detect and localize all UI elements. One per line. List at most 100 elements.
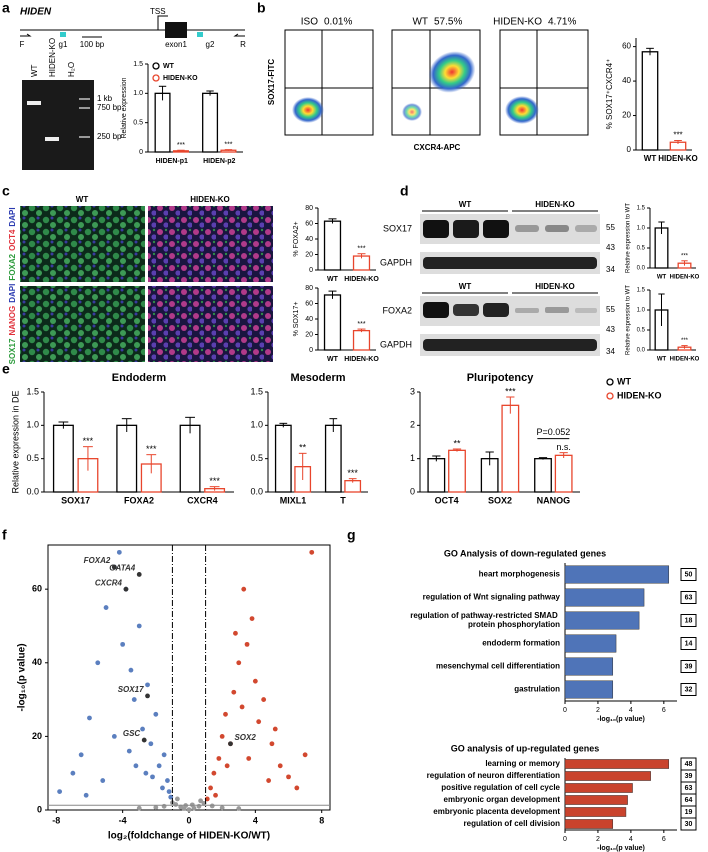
point	[309, 549, 315, 555]
y-tick-label: 0.5	[637, 328, 646, 334]
gene-label: CXCR4	[95, 578, 123, 587]
band	[545, 225, 569, 232]
point	[83, 792, 89, 798]
point	[286, 774, 291, 780]
bar	[564, 783, 633, 793]
band-label: GAPDH	[380, 257, 412, 267]
gene-label: GSC	[123, 729, 141, 738]
x-tick-label: 4	[629, 836, 633, 843]
gene-diagram: HIDEN TSS exon1 g1 g2 100 bp F R	[20, 7, 247, 49]
bar	[564, 588, 645, 607]
significance: ***	[673, 131, 682, 140]
x-tick-label: 6	[662, 707, 666, 714]
x-tick-label: WT	[657, 275, 667, 281]
band-label: SOX17	[383, 223, 412, 233]
guide	[197, 32, 203, 37]
count: 63	[685, 785, 693, 792]
y-tick-label: 1.0	[133, 90, 143, 97]
y-tick-label: 20	[305, 331, 313, 338]
x-tick-label: -8	[52, 815, 60, 825]
point	[126, 748, 132, 754]
y-axis-label: Relative expression in DE	[10, 390, 20, 493]
category-label: heart morphogenesis	[479, 570, 561, 579]
x-axis-label: log₂(foldchange of HIDEN-KO/WT)	[108, 831, 270, 842]
lane-label: H₂O	[67, 62, 76, 77]
y-axis-label: -log₁₀(p value)	[17, 643, 28, 711]
x-tick-label: WT	[644, 154, 657, 163]
mw-marker: 34	[606, 265, 615, 274]
stain: NANOG	[8, 306, 17, 336]
x-tick-label: 0	[563, 707, 567, 714]
significance: ***	[177, 142, 185, 149]
point	[219, 805, 225, 811]
point	[133, 763, 139, 769]
flow-y-label: SOX17-FITC	[267, 59, 276, 105]
x-tick-label: WT	[657, 357, 667, 363]
legend-marker	[152, 62, 160, 70]
point	[173, 802, 179, 807]
panel-label: e	[2, 361, 10, 377]
primer-label: F	[20, 40, 25, 49]
point	[198, 798, 204, 804]
flow-plot: WT 57.5%	[391, 17, 481, 136]
point	[100, 778, 106, 783]
bar	[564, 565, 670, 584]
flow-x-label: CXCR4-APC	[414, 143, 461, 152]
band	[453, 220, 479, 238]
flow-label: WT	[412, 17, 428, 28]
point	[87, 715, 92, 721]
significance: **	[299, 443, 307, 453]
y-tick-label: 40	[305, 236, 313, 243]
bar	[274, 424, 292, 493]
gel-band	[27, 101, 41, 105]
bar	[427, 458, 446, 493]
gene-point	[145, 693, 150, 699]
point	[219, 733, 225, 739]
gene-point	[141, 737, 147, 743]
x-axis-label: -log₁₀(p value)	[597, 716, 645, 723]
y-tick-label: 0.5	[250, 453, 263, 463]
scale-label: 100 bp	[80, 40, 105, 49]
count-box	[680, 591, 697, 604]
category-label: regulation of Wnt signaling pathway	[423, 593, 561, 602]
point	[196, 803, 202, 809]
flow-cytometry: ISO 0.01% WT 57.5% HIDEN-KO 4.71% SOX17-…	[267, 17, 589, 152]
point	[153, 805, 159, 810]
point	[145, 682, 150, 688]
guide-label: g1	[59, 40, 68, 49]
x-tick-label: 4	[629, 707, 633, 714]
gene-label: FOXA2	[84, 556, 111, 565]
significance: ***	[357, 246, 365, 253]
category-label: mesenchymal cell differentiation	[436, 662, 560, 671]
stain: FOXA2	[8, 253, 17, 280]
category-label: endoderm formation	[482, 639, 560, 648]
count-box	[680, 660, 697, 673]
point	[223, 711, 228, 717]
bar	[179, 424, 201, 493]
point	[231, 689, 237, 695]
annotation: P=0.052	[536, 427, 570, 437]
x-tick-label: SOX17	[61, 495, 90, 505]
point	[249, 616, 255, 622]
density	[428, 51, 476, 93]
band	[575, 225, 597, 232]
y-tick-label: 0.0	[637, 348, 646, 354]
y-tick-label: 20	[32, 731, 42, 741]
column-label: WT	[76, 195, 89, 204]
ladder-band	[79, 136, 90, 138]
significance: ***	[681, 338, 689, 344]
significance: ***	[681, 253, 689, 259]
legend-marker	[606, 392, 614, 400]
y-tick-label: 1	[410, 453, 415, 463]
blot-column: HIDEN-KO	[535, 282, 575, 291]
count-box	[680, 817, 697, 831]
category-label: regulation of neuron differentiation	[427, 771, 560, 780]
point	[211, 770, 217, 776]
significance: **	[453, 438, 461, 448]
lane-label: HIDEN-KO	[48, 38, 57, 77]
y-tick-label: 0.0	[637, 266, 646, 272]
point	[111, 733, 117, 739]
x-tick-label: HIDEN-p2	[203, 158, 235, 165]
blot-column: WT	[459, 200, 472, 209]
point	[261, 697, 267, 702]
